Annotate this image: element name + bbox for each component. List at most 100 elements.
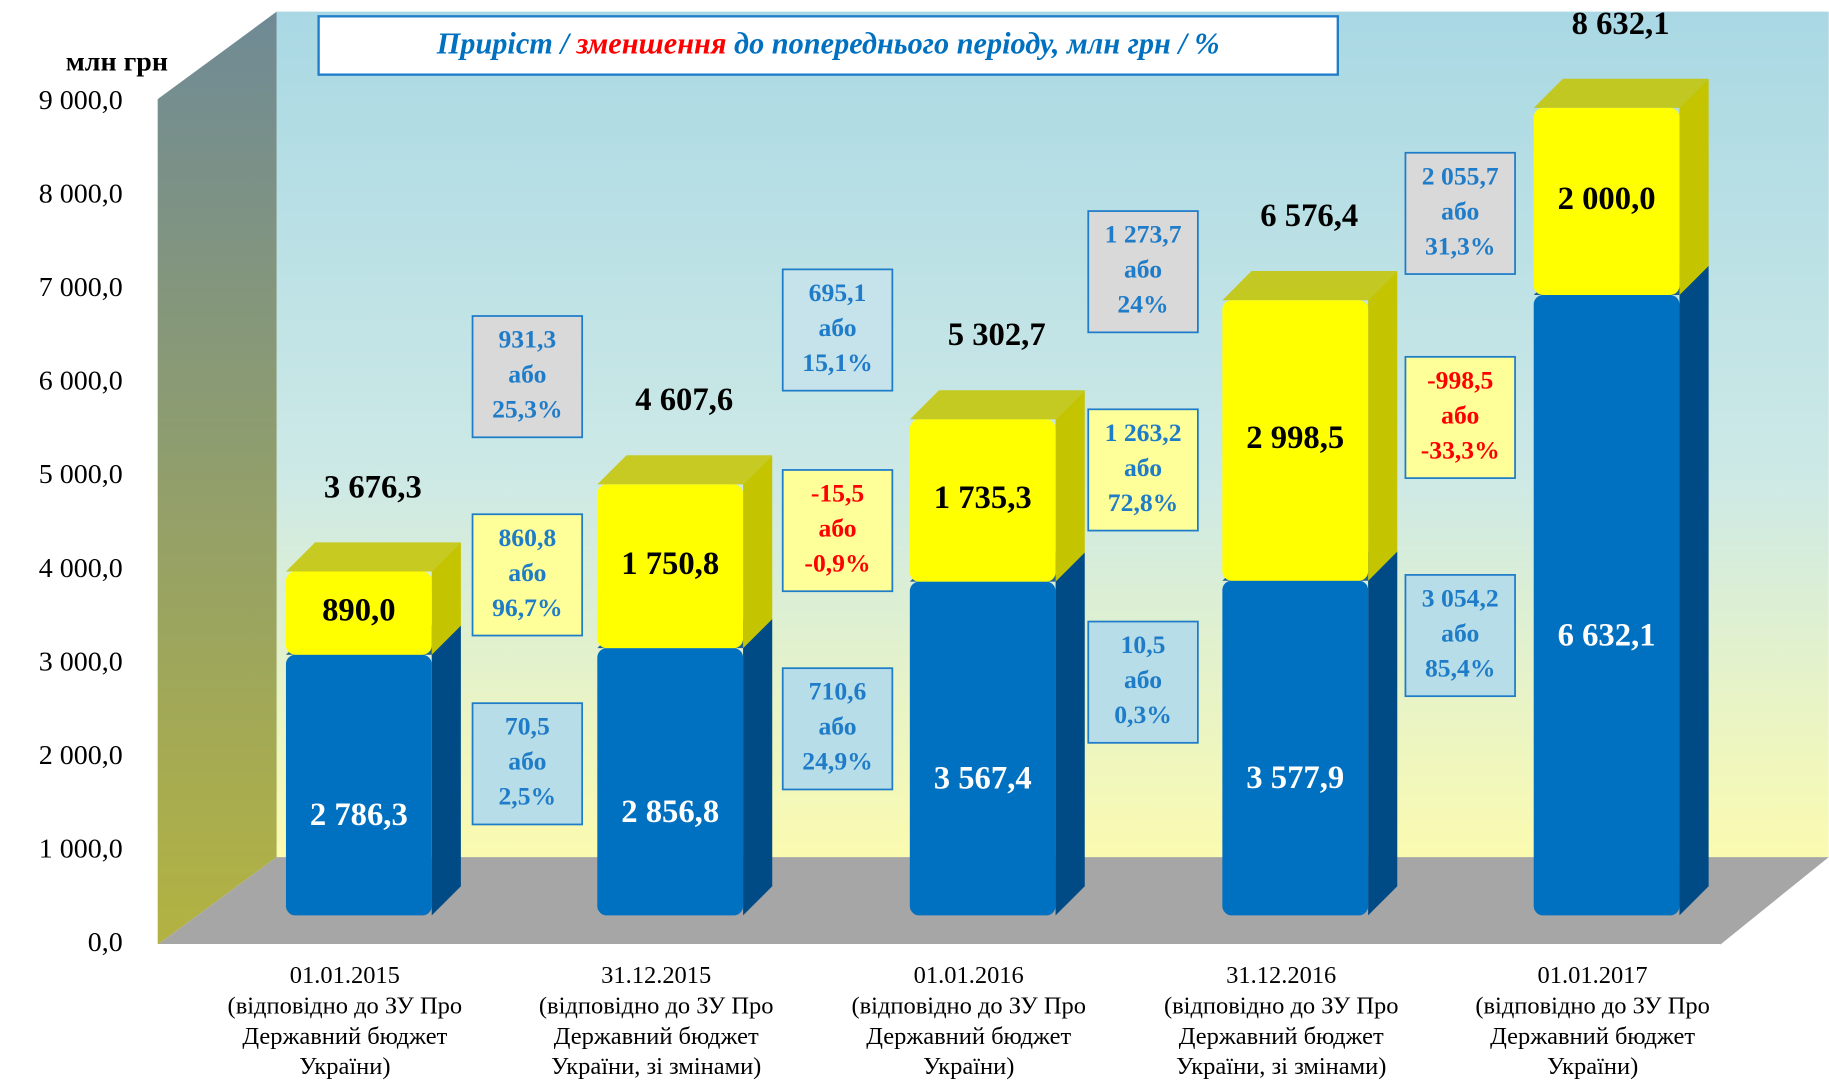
change-box xyxy=(1087,408,1199,532)
change-text: або xyxy=(818,313,856,342)
change-text: або xyxy=(508,558,546,587)
x-tick-label: 31.12.2015 (відповідно до ЗУ Про Державний… xyxy=(539,962,774,1080)
x-tick-line: України) xyxy=(299,1053,390,1080)
y-tick-label: 0,0 xyxy=(88,927,123,958)
x-tick-line: України) xyxy=(923,1053,1014,1080)
x-tick-line: (відповідно до ЗУ Про xyxy=(1475,992,1710,1019)
change-text: 710,6 xyxy=(809,677,867,706)
bar-front xyxy=(1533,294,1680,916)
x-tick-line: 01.01.2016 xyxy=(914,962,1024,989)
bar-top xyxy=(1533,78,1709,108)
x-tick-line: 31.12.2016 xyxy=(1226,962,1336,989)
change-text: 3 054,2 xyxy=(1422,583,1499,612)
data-label: 2 856,8 xyxy=(621,794,719,830)
bar-front xyxy=(597,484,744,649)
x-tick-label: 01.01.2017 (відповідно до ЗУ Про Державний… xyxy=(1475,962,1710,1080)
side-wall xyxy=(157,11,277,945)
change-text: 96,7% xyxy=(492,593,563,622)
change-box xyxy=(471,315,584,439)
change-box xyxy=(1404,151,1516,275)
change-text: 0,3% xyxy=(1114,700,1172,729)
y-tick-label: 9 000,0 xyxy=(39,85,123,116)
change-box xyxy=(471,513,584,637)
change-text: 2 055,7 xyxy=(1422,161,1499,190)
data-label: 2 998,5 xyxy=(1246,420,1344,456)
bar-side xyxy=(1368,551,1398,916)
data-label: 2 786,3 xyxy=(310,797,408,833)
x-tick-line: України) xyxy=(1547,1053,1638,1080)
change-text: -998,5 xyxy=(1427,365,1493,394)
change-box xyxy=(781,268,894,392)
change-text: або xyxy=(1124,255,1162,284)
bar-side xyxy=(1679,265,1709,916)
x-tick-line: 31.12.2015 xyxy=(601,962,711,989)
change-box xyxy=(781,469,894,593)
change-text: 1 263,2 xyxy=(1105,418,1182,447)
y-tick-label: 7 000,0 xyxy=(39,272,123,303)
y-axis-label: млн грн xyxy=(66,47,168,78)
change-text: 25,3% xyxy=(492,395,563,424)
bar-segment xyxy=(1222,271,1398,581)
change-text: 85,4% xyxy=(1425,653,1496,682)
bar-segment xyxy=(909,552,1085,916)
x-tick-line: 01.01.2017 xyxy=(1538,962,1648,989)
bar-front xyxy=(909,581,1056,916)
change-text: 70,5 xyxy=(505,712,550,741)
bar-side xyxy=(743,455,773,649)
change-text: 10,5 xyxy=(1121,630,1166,659)
bar-front xyxy=(1533,107,1680,295)
y-tick-label: 8 000,0 xyxy=(39,179,123,210)
x-tick-line: (відповідно до ЗУ Про xyxy=(851,992,1086,1019)
x-tick-line: Державний бюджет xyxy=(242,1022,447,1049)
y-tick-label: 2 000,0 xyxy=(39,740,123,771)
change-text: 695,1 xyxy=(809,278,867,307)
change-text: 72,8% xyxy=(1108,488,1179,517)
bar-side xyxy=(431,542,461,655)
change-box xyxy=(781,667,894,791)
title-part: до попереднього періоду, млн грн / % xyxy=(726,27,1219,61)
bar-top xyxy=(909,390,1085,420)
change-box xyxy=(1404,355,1516,479)
bar-side xyxy=(1679,78,1709,295)
bar-top xyxy=(285,542,461,572)
y-tick-label: 1 000,0 xyxy=(39,833,123,864)
chart-title: Приріст / зменшення до попереднього пері… xyxy=(436,27,1220,61)
bar-top xyxy=(597,455,773,485)
change-text: 24% xyxy=(1117,290,1168,319)
x-tick-line: 01.01.2015 xyxy=(290,962,400,989)
data-label: 1 750,8 xyxy=(621,546,719,582)
total-label: 4 607,6 xyxy=(635,382,733,418)
data-label: 3 577,9 xyxy=(1246,760,1344,796)
change-text: 931,3 xyxy=(498,325,556,354)
change-text: 860,8 xyxy=(498,523,556,552)
bar-front xyxy=(285,654,432,916)
bar-front xyxy=(1222,300,1369,581)
bar-segment xyxy=(1533,78,1709,295)
total-label: 8 632,1 xyxy=(1572,6,1670,42)
change-text: або xyxy=(1124,665,1162,694)
bar-side xyxy=(431,625,461,916)
change-box xyxy=(1087,210,1199,334)
change-text: -0,9% xyxy=(804,548,870,577)
y-tick-label: 3 000,0 xyxy=(39,646,123,677)
change-text: 24,9% xyxy=(802,747,873,776)
bar-front xyxy=(285,571,432,655)
data-label: 3 567,4 xyxy=(934,761,1032,797)
change-text: або xyxy=(1441,196,1479,225)
change-box xyxy=(1087,620,1199,744)
change-text: 31,3% xyxy=(1425,231,1496,260)
bar-segment xyxy=(597,619,773,916)
data-label: 2 000,0 xyxy=(1558,181,1656,217)
y-tick-label: 6 000,0 xyxy=(39,366,123,397)
change-text: -15,5 xyxy=(811,478,864,507)
bar-side xyxy=(743,619,773,916)
bar-front xyxy=(909,419,1056,582)
bar-side xyxy=(1055,390,1085,582)
change-text: або xyxy=(508,360,546,389)
x-tick-line: України, зі змінами) xyxy=(1176,1053,1386,1080)
data-label: 6 632,1 xyxy=(1558,617,1656,653)
title-box xyxy=(317,15,1339,76)
bar-segment xyxy=(1222,551,1398,916)
x-tick-label: 01.01.2016 (відповідно до ЗУ Про Державний… xyxy=(851,962,1086,1080)
